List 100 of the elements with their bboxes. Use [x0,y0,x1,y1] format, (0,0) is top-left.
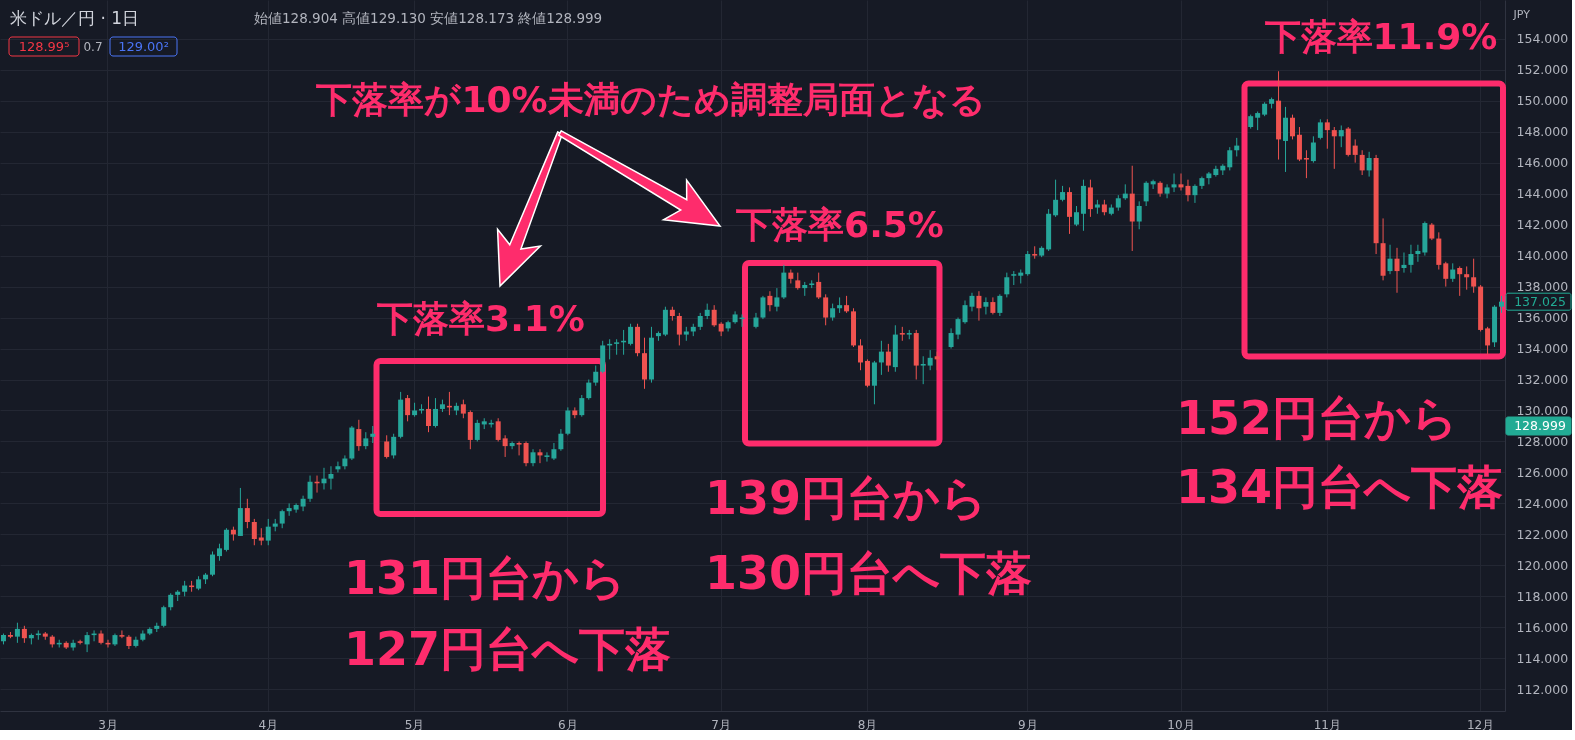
candlestick [1324,118,1330,150]
candlestick [760,295,766,320]
candlestick [676,312,682,346]
candlestick [516,440,522,456]
candlestick [1143,180,1149,207]
candlestick [1053,179,1059,218]
candlestick [1331,126,1337,170]
y-tick-label: 116.000 [1516,619,1569,635]
candlestick [1338,124,1344,148]
candlestick [858,338,863,371]
candlestick [1310,135,1316,164]
candlestick [558,428,564,452]
x-tick-label: 12月 [1466,717,1495,732]
y-tick-label: 132.000 [1516,372,1569,388]
annotation: 131円台から [344,551,627,605]
candlestick [1387,244,1393,275]
y-tick-label: 138.000 [1516,279,1569,295]
candlestick [544,451,550,463]
y-tick-label: 150.000 [1516,93,1569,109]
candlestick [14,622,20,644]
candlestick [1401,251,1407,274]
candlestick [342,454,348,470]
x-tick-label: 7月 [711,717,731,732]
candlestick [1227,146,1233,171]
y-tick-label: 126.000 [1516,464,1569,480]
candlestick [426,396,432,433]
x-tick-label: 11月 [1313,717,1341,732]
candlestick [774,287,780,312]
candlestick [614,338,620,356]
annotation: 127円台へ下落 [344,622,672,676]
candlestick [460,399,466,419]
y-tick-label: 118.000 [1516,588,1569,604]
annotation: 下落率11.9% [1264,16,1498,57]
candlestick [878,340,884,376]
candlestick [1366,151,1372,178]
candlestick [1450,262,1456,283]
candlestick [1457,265,1463,297]
candlestick [983,296,989,315]
candlestick [920,355,926,385]
candlestick [976,290,982,322]
y-tick-label: 140.000 [1516,248,1569,264]
candlestick [1317,118,1323,140]
y-tick-label: 146.000 [1516,155,1569,171]
x-tick-label: 5月 [404,717,425,732]
candlestick [934,351,940,371]
annotation: 139円台から [705,471,988,525]
candlestick [927,349,933,371]
candlestick [1004,272,1010,298]
candlestick [565,406,571,436]
candlestick [1073,205,1079,227]
candlestick [1255,111,1261,131]
annotation: 128.99⁵ [18,38,70,54]
x-tick-label: 6月 [558,717,578,732]
candlestick [1359,149,1365,176]
y-tick-label: 136.000 [1516,310,1569,326]
annotation: 134円台へ下落 [1176,460,1504,514]
candlestick [474,419,480,442]
y-tick-label: 134.000 [1516,341,1569,357]
candlestick [767,290,773,312]
x-tick-label: 9月 [1017,717,1038,732]
candlestick [579,394,585,418]
candlestick [628,323,634,346]
candlestick [1443,261,1449,288]
candlestick [1394,247,1400,294]
candlestick [495,417,501,442]
annotation: 129.00² [118,38,169,54]
candlestick [1303,149,1309,179]
candlestick [1283,106,1289,173]
x-tick-label: 10月 [1167,717,1195,732]
annotation: 下落率が10%未満のため調整局面となる [316,79,986,120]
candlestick [816,272,822,300]
annotation: 130円台へ下落 [705,546,1033,600]
candlestick [1471,258,1477,294]
candlestick [244,498,250,529]
candlestick [948,327,954,350]
candlestick [293,502,299,514]
annotation: 下落率3.1% [377,298,585,339]
y-tick-label: 120.000 [1516,557,1569,573]
candlestick [1171,172,1177,193]
candlestick [1408,244,1414,274]
candlestick [885,343,891,373]
candlestick [537,448,543,464]
annotation: 下落率6.5% [736,204,944,245]
candlestick [509,440,515,450]
candlestick [997,293,1003,317]
candlestick [356,419,362,452]
candlestick [871,360,877,405]
candlestick [1485,326,1491,356]
y-tick-label: 124.000 [1516,495,1569,511]
candlestick [251,518,257,546]
candlestick [1192,183,1198,204]
x-tick-label: 4月 [258,717,279,732]
candlestick [593,365,599,387]
candlestick [265,518,271,546]
text: 137.025 [1514,293,1566,309]
candlestick [300,495,306,512]
candlestick [1136,200,1142,230]
candlestick [279,509,285,529]
candlestick [1352,138,1358,164]
y-tick-label: 154.000 [1516,31,1569,47]
